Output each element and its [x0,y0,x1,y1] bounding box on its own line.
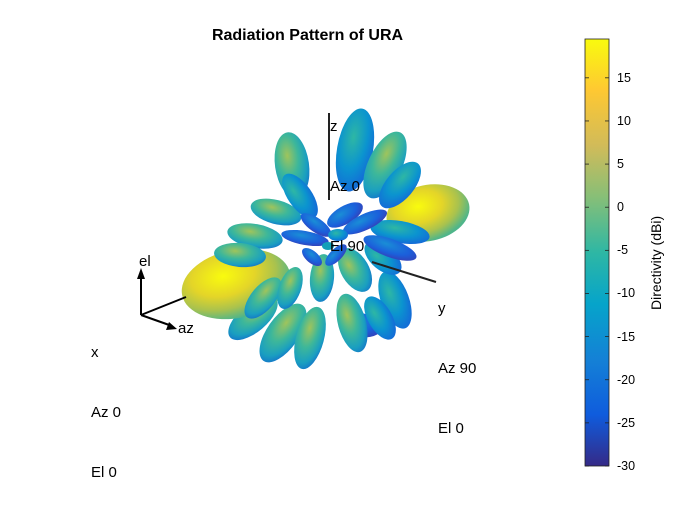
colorbar-tick-label: 5 [617,157,624,172]
orientation-triad [137,268,187,330]
side-lobe [336,293,368,353]
y-axis-line [371,261,437,283]
side-lobe [379,161,421,209]
x-axis-label: x Az 0 El 0 [91,344,122,481]
inner-lobe [281,229,329,247]
y-axis-label: y Az 90 El 0 [438,300,477,437]
side-lobe [277,266,303,310]
side-lobe [337,248,373,292]
colorbar-tick-label: 10 [617,113,631,128]
colorbar-tick-label: -10 [617,286,636,301]
side-lobe [364,296,396,340]
inner-lobe [302,248,322,266]
side-lobe [244,277,282,319]
inner-lobe [300,213,332,237]
colorbar-tick-label: -15 [617,329,636,344]
inner-lobe [328,229,348,241]
inner-lobe [322,242,334,250]
az-label: az [178,320,194,337]
colorbar-bar [584,38,610,467]
side-lobe [309,254,335,302]
side-lobe [282,173,318,219]
colorbar-tick-label: -20 [617,372,636,387]
colorbar-tick-label: 15 [617,70,631,85]
inner-lobe [342,209,388,235]
side-lobe [363,235,417,261]
side-lobe [259,303,307,363]
chart-title: Radiation Pattern of URA [211,27,404,44]
side-lobe [227,223,283,249]
inner-lobe [325,244,347,266]
side-lobe [363,131,407,199]
colorbar-label: Directivity (dBi) [648,215,664,310]
colorbar [584,38,610,467]
side-lobe [294,306,326,370]
radiation-lobes [181,108,470,370]
side-lobe [214,242,266,268]
colorbar-tick-label: -25 [617,415,636,430]
el-label: el [139,253,151,270]
inner-lobe [327,202,363,228]
colorbar-tick-label: -30 [617,459,636,473]
colorbar-tick-marks [585,77,609,467]
colorbar-tick-label: 0 [617,200,624,215]
side-lobe [250,198,302,226]
side-lobe [335,108,375,192]
z-axis-label: z Az 0 El 90 [330,118,365,255]
colorbar-tick-label: -5 [617,243,629,258]
